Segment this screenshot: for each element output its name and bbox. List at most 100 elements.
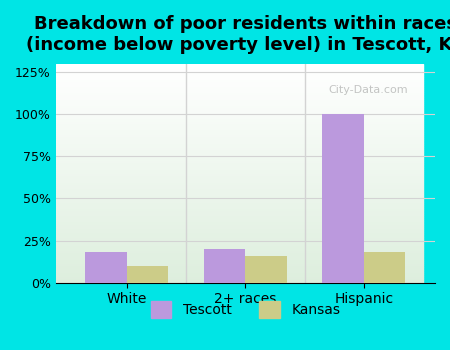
Bar <box>56 232 423 234</box>
Bar <box>56 134 423 136</box>
Bar <box>56 79 423 81</box>
Bar <box>56 204 423 206</box>
Bar <box>56 197 423 199</box>
Bar <box>56 151 423 153</box>
Bar <box>56 162 423 164</box>
Bar <box>56 241 423 243</box>
Title: Breakdown of poor residents within races
(income below poverty level) in Tescott: Breakdown of poor residents within races… <box>26 15 450 54</box>
Bar <box>56 278 423 280</box>
Bar <box>56 140 423 142</box>
Bar <box>56 219 423 221</box>
Bar <box>56 75 423 77</box>
Bar <box>56 83 423 86</box>
Bar <box>56 280 423 283</box>
Bar <box>56 160 423 162</box>
Bar <box>56 171 423 173</box>
Bar <box>56 212 423 215</box>
Bar <box>56 153 423 156</box>
Bar <box>127 266 168 283</box>
Bar <box>56 199 423 202</box>
Bar <box>56 90 423 92</box>
Bar <box>56 77 423 79</box>
Bar <box>56 186 423 189</box>
Bar <box>56 149 423 151</box>
Bar <box>56 228 423 230</box>
Bar <box>56 118 423 121</box>
Bar <box>56 263 423 265</box>
Bar <box>56 247 423 250</box>
Bar <box>56 267 423 270</box>
Bar <box>56 191 423 193</box>
Bar <box>56 156 423 158</box>
Bar <box>56 145 423 147</box>
Bar <box>56 276 423 278</box>
Legend: Tescott, Kansas: Tescott, Kansas <box>145 296 346 324</box>
Bar <box>56 234 423 237</box>
Bar <box>56 114 423 116</box>
Bar <box>56 105 423 107</box>
Bar <box>56 193 423 195</box>
Bar <box>56 177 423 180</box>
Bar <box>56 274 423 276</box>
Bar <box>56 226 423 228</box>
Bar <box>56 123 423 125</box>
Bar <box>86 252 127 283</box>
Bar <box>56 270 423 272</box>
Bar <box>56 132 423 134</box>
Bar <box>56 237 423 239</box>
Bar <box>364 252 405 283</box>
Bar <box>56 68 423 70</box>
Bar <box>56 169 423 171</box>
Bar <box>56 180 423 182</box>
Bar <box>56 99 423 101</box>
Bar <box>56 224 423 226</box>
Bar <box>56 239 423 241</box>
Text: City-Data.com: City-Data.com <box>329 85 409 95</box>
Bar <box>56 189 423 191</box>
Bar <box>56 81 423 83</box>
Bar <box>56 202 423 204</box>
Bar <box>56 121 423 123</box>
Bar <box>322 114 364 283</box>
Bar <box>56 252 423 254</box>
Bar <box>56 125 423 127</box>
Bar <box>56 243 423 245</box>
Bar <box>56 217 423 219</box>
Bar <box>56 94 423 97</box>
Bar <box>56 110 423 112</box>
Bar <box>56 221 423 224</box>
Bar <box>56 164 423 167</box>
Bar <box>56 103 423 105</box>
Bar <box>56 206 423 208</box>
Bar <box>56 254 423 257</box>
Bar <box>56 182 423 184</box>
Bar <box>56 72 423 75</box>
Bar <box>56 88 423 90</box>
Bar <box>56 265 423 267</box>
Bar <box>56 86 423 88</box>
Bar <box>56 147 423 149</box>
Bar <box>56 175 423 177</box>
Bar <box>245 256 287 283</box>
Bar <box>56 210 423 212</box>
Bar <box>56 215 423 217</box>
Bar <box>56 64 423 66</box>
Bar <box>56 184 423 186</box>
Bar <box>56 173 423 175</box>
Bar <box>56 230 423 232</box>
Bar <box>56 136 423 138</box>
Bar <box>56 158 423 160</box>
Bar <box>56 66 423 68</box>
Bar <box>56 97 423 99</box>
Bar <box>56 142 423 145</box>
Bar <box>56 208 423 210</box>
Bar <box>56 107 423 110</box>
Bar <box>56 130 423 132</box>
Bar <box>204 249 245 283</box>
Bar <box>56 272 423 274</box>
Bar <box>56 112 423 114</box>
Bar <box>56 250 423 252</box>
Bar <box>56 127 423 130</box>
Bar <box>56 167 423 169</box>
Bar <box>56 195 423 197</box>
